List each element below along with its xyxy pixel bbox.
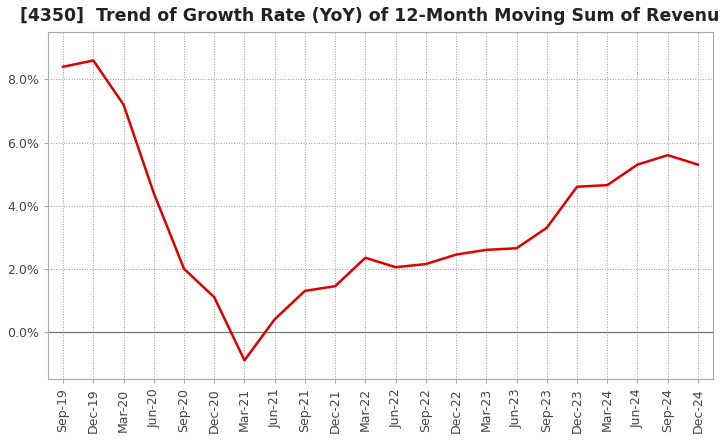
Title: [4350]  Trend of Growth Rate (YoY) of 12-Month Moving Sum of Revenues: [4350] Trend of Growth Rate (YoY) of 12-… — [19, 7, 720, 25]
